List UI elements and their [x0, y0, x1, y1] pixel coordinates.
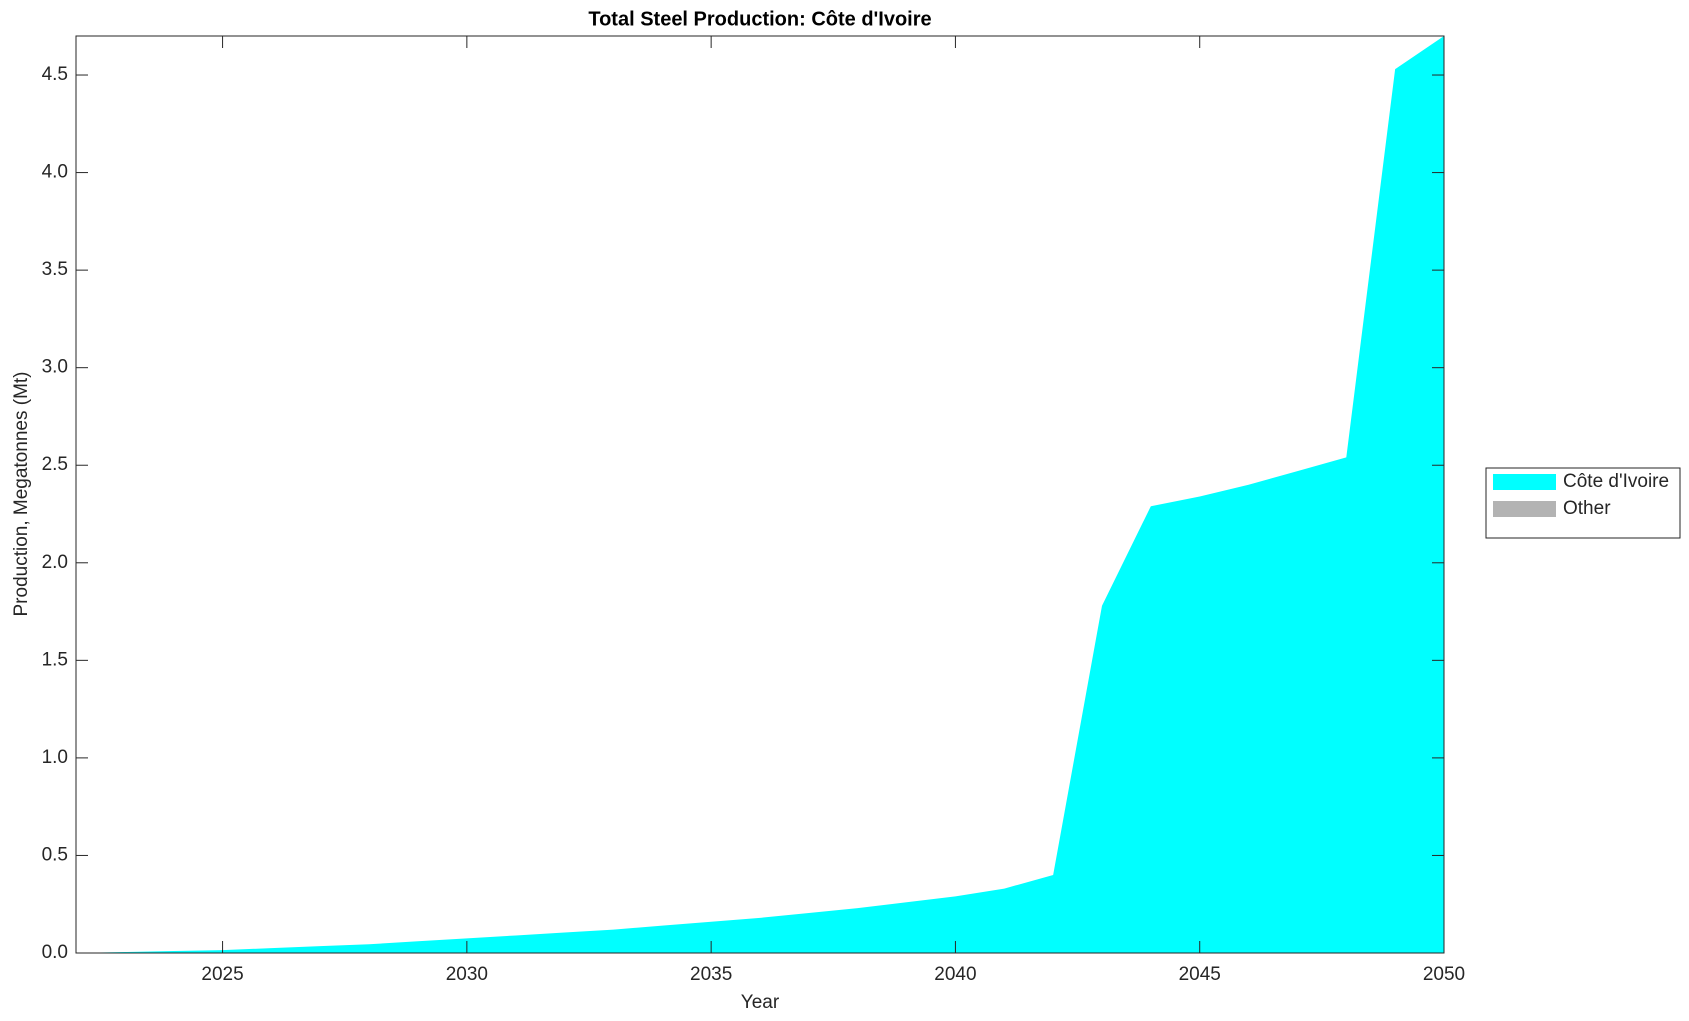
x-axis-label: Year [741, 992, 780, 1013]
x-tick-label: 2050 [1423, 964, 1465, 985]
x-tick-label: 2040 [934, 964, 976, 985]
x-tick-label: 2045 [1179, 964, 1221, 985]
y-tick-label: 3.5 [42, 259, 68, 280]
y-tick-label: 0.0 [42, 942, 68, 963]
x-tick-label: 2035 [690, 964, 732, 985]
x-tick-label: 2030 [446, 964, 488, 985]
area [76, 36, 1444, 953]
y-tick-label: 4.5 [42, 64, 68, 85]
y-tick-label: 0.5 [42, 844, 68, 865]
legend-label: Côte d'Ivoire [1563, 471, 1669, 492]
y-tick-label: 1.0 [42, 747, 68, 768]
y-tick-label: 2.5 [42, 454, 68, 475]
plot-frame [75, 35, 1445, 954]
chart-title: Total Steel Production: Côte d'Ivoire [588, 8, 931, 30]
y-tick-label: 4.0 [42, 162, 68, 183]
y-tick-label: 2.0 [42, 552, 68, 573]
y-tick-label: 1.5 [42, 649, 68, 670]
y-axis-label: Production, Megatonnes (Mt) [11, 371, 32, 616]
x-tick-label: 2025 [201, 964, 243, 985]
y-tick-label: 3.0 [42, 357, 68, 378]
legend-swatch [1493, 501, 1556, 517]
legend-swatch [1493, 474, 1556, 490]
legend-label: Other [1563, 498, 1611, 519]
